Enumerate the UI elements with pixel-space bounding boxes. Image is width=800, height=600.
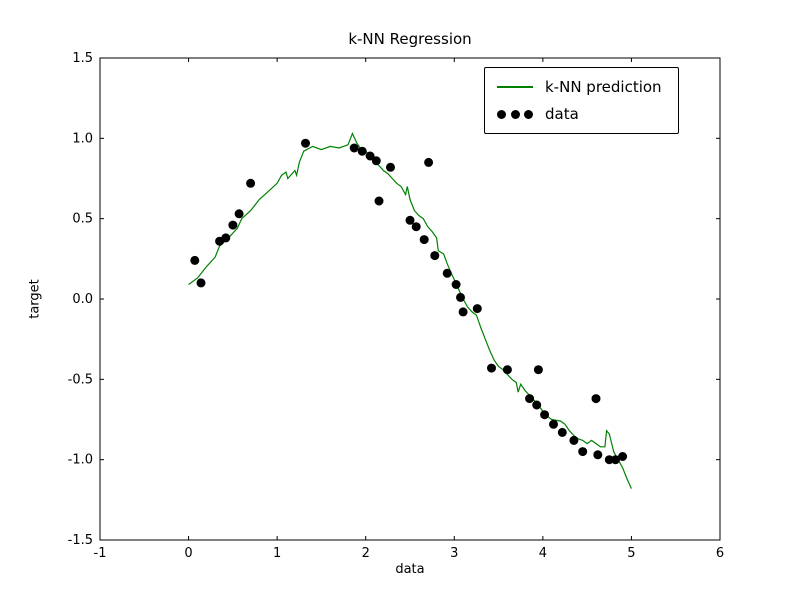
legend-label-data: data	[545, 105, 579, 123]
data-point	[456, 292, 465, 302]
data-point	[442, 268, 452, 278]
data-point	[458, 307, 468, 317]
data-point	[405, 215, 415, 225]
prediction-line	[188, 131, 632, 489]
y-tick-label: -1.5	[68, 533, 93, 548]
data-point	[357, 146, 367, 156]
legend-dots-swatch	[497, 109, 533, 119]
x-tick-label: 2	[362, 546, 370, 561]
x-axis-label: data	[395, 562, 425, 577]
legend-dot-icon	[524, 109, 533, 119]
y-tick-label: 0.5	[72, 212, 93, 227]
legend-label-prediction: k-NN prediction	[545, 78, 662, 96]
data-point	[578, 447, 588, 457]
x-ticks: -1 0 1 2 3 4 5 6	[94, 58, 724, 561]
data-point	[451, 280, 461, 289]
data-point	[525, 394, 535, 404]
data-point	[196, 278, 206, 288]
data-point	[424, 157, 434, 167]
data-point	[228, 220, 238, 230]
data-point	[365, 151, 375, 161]
legend-line-swatch	[497, 86, 533, 88]
data-point	[190, 255, 200, 265]
y-tick-label: 1.0	[72, 131, 93, 146]
legend-entry-prediction: k-NN prediction	[497, 78, 662, 96]
data-point	[533, 365, 543, 375]
data-point	[301, 138, 310, 148]
data-point	[487, 363, 496, 373]
x-tick-label: -1	[94, 546, 107, 561]
data-point	[557, 427, 567, 437]
x-tick-label: 5	[627, 546, 635, 561]
legend-entry-data: data	[497, 105, 662, 123]
x-tick-label: 0	[184, 546, 192, 561]
data-point	[374, 196, 384, 206]
data-point	[591, 394, 601, 404]
data-point	[569, 435, 579, 445]
data-point	[549, 419, 558, 429]
y-tick-label: 0.0	[72, 292, 93, 307]
legend-dot-icon	[510, 109, 520, 119]
y-tick-label: -0.5	[68, 372, 93, 387]
data-point	[246, 178, 256, 188]
data-point	[593, 450, 603, 460]
data-point	[540, 410, 550, 420]
y-tick-label: -1.0	[68, 453, 93, 468]
data-point	[618, 452, 628, 461]
data-point	[502, 365, 512, 375]
y-axis-label: target	[27, 279, 43, 319]
data-point	[221, 233, 231, 243]
y-ticks: -1.5 -1.0 -0.5 0.0 0.5 1.0 1.5	[68, 51, 720, 548]
chart-title: k-NN Regression	[348, 30, 472, 48]
legend: k-NN prediction data	[484, 67, 679, 134]
data-point	[411, 222, 421, 232]
data-point	[386, 162, 395, 172]
x-tick-label: 1	[273, 546, 281, 561]
data-point	[472, 304, 482, 314]
data-point	[349, 143, 359, 153]
data-point	[234, 209, 244, 219]
x-tick-label: 4	[539, 546, 547, 561]
legend-dot-icon	[497, 109, 506, 119]
data-point	[532, 400, 542, 410]
data-point	[419, 235, 429, 245]
x-tick-label: 6	[716, 546, 724, 561]
data-point	[371, 156, 381, 166]
y-tick-label: 1.5	[72, 51, 93, 66]
x-tick-label: 3	[450, 546, 458, 561]
data-point	[430, 251, 440, 261]
data-points	[190, 138, 628, 465]
